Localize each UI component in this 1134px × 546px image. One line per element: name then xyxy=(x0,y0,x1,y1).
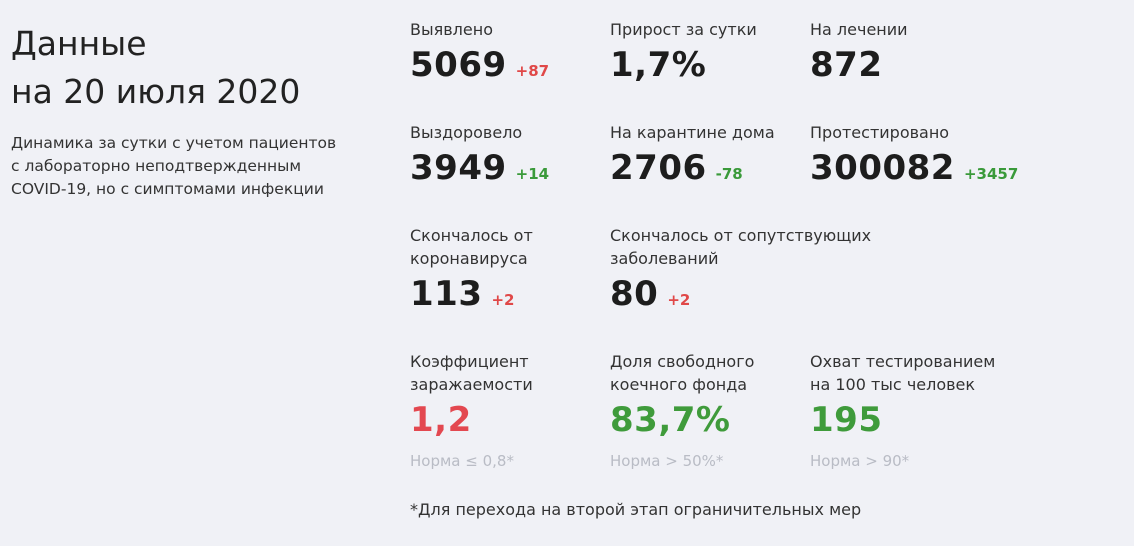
stat-delta: +87 xyxy=(515,62,550,80)
stat-label: Выздоровело xyxy=(410,123,523,142)
subtitle-line-1: Динамика за сутки с учетом пациентов xyxy=(11,134,337,152)
stat-growth: Прирост за сутки 1,7% xyxy=(610,18,757,85)
stat-delta: +3457 xyxy=(963,165,1019,183)
stat-home-quarantine: На карантине дома 2706 -78 xyxy=(610,121,775,188)
footnote: *Для перехода на второй этап ограничител… xyxy=(410,500,862,519)
stat-label-line-1: Охват тестированием xyxy=(810,352,996,371)
stat-label: Выявлено xyxy=(410,20,493,39)
stat-label: Прирост за сутки xyxy=(610,20,757,39)
stat-value: 300082 xyxy=(810,148,955,188)
page-title: Данные на 20 июля 2020 xyxy=(11,20,371,116)
title-line-1: Данные xyxy=(11,24,147,63)
stat-delta: +14 xyxy=(515,165,550,183)
stat-died-covid: Скончалось от коронавируса 113 +2 xyxy=(410,224,533,314)
title-line-2: на 20 июля 2020 xyxy=(11,72,301,111)
stat-infection-rate: Коэффициент заражаемости 1,2 Норма ≤ 0,8… xyxy=(410,350,533,470)
stat-label: На лечении xyxy=(810,20,908,39)
subtitle-line-2: с лабораторно неподтвержденным xyxy=(11,157,302,175)
stat-value: 3949 xyxy=(410,148,507,188)
stat-label-line-2: коронавируса xyxy=(410,249,528,268)
stat-delta: -78 xyxy=(715,165,743,183)
stat-label-line-1: Доля свободного xyxy=(610,352,755,371)
stat-label-line-1: Скончалось от сопутствующих xyxy=(610,226,872,245)
stat-value: 872 xyxy=(810,45,883,85)
stat-value: 1,2 xyxy=(410,400,472,440)
stat-value: 1,7% xyxy=(610,45,707,85)
header-block: Данные на 20 июля 2020 Динамика за сутки… xyxy=(11,20,371,201)
stat-testing-coverage: Охват тестированием на 100 тыс человек 1… xyxy=(810,350,995,470)
stat-recovered: Выздоровело 3949 +14 xyxy=(410,121,549,188)
stat-label-line-1: Коэффициент xyxy=(410,352,529,371)
stat-label-line-2: заболеваний xyxy=(610,249,719,268)
stat-value: 113 xyxy=(410,274,483,314)
stat-delta: +2 xyxy=(491,291,515,309)
stat-label-line-1: Скончалось от xyxy=(410,226,533,245)
stat-value: 5069 xyxy=(410,45,507,85)
stat-value: 2706 xyxy=(610,148,707,188)
stat-label: На карантине дома xyxy=(610,123,775,142)
stat-free-beds: Доля свободного коечного фонда 83,7% Нор… xyxy=(610,350,754,470)
stat-label: Протестировано xyxy=(810,123,950,142)
stat-label-line-2: коечного фонда xyxy=(610,375,748,394)
stat-tested: Протестировано 300082 +3457 xyxy=(810,121,1018,188)
stat-label-line-2: на 100 тыс человек xyxy=(810,375,976,394)
stat-norm: Норма > 90* xyxy=(810,452,910,470)
stat-label-line-2: заражаемости xyxy=(410,375,533,394)
subtitle-line-3: COVID-19, но с симптомами инфекции xyxy=(11,180,324,198)
stat-value: 195 xyxy=(810,400,883,440)
stat-detected: Выявлено 5069 +87 xyxy=(410,18,549,85)
stat-value: 80 xyxy=(610,274,659,314)
stat-norm: Норма ≤ 0,8* xyxy=(410,452,514,470)
stat-delta: +2 xyxy=(667,291,691,309)
stat-value: 83,7% xyxy=(610,400,731,440)
stat-died-other: Скончалось от сопутствующих заболеваний … xyxy=(610,224,871,314)
stat-norm: Норма > 50%* xyxy=(610,452,724,470)
stat-treatment: На лечении 872 xyxy=(810,18,908,85)
page-subtitle: Динамика за сутки с учетом пациентов с л… xyxy=(11,132,371,201)
